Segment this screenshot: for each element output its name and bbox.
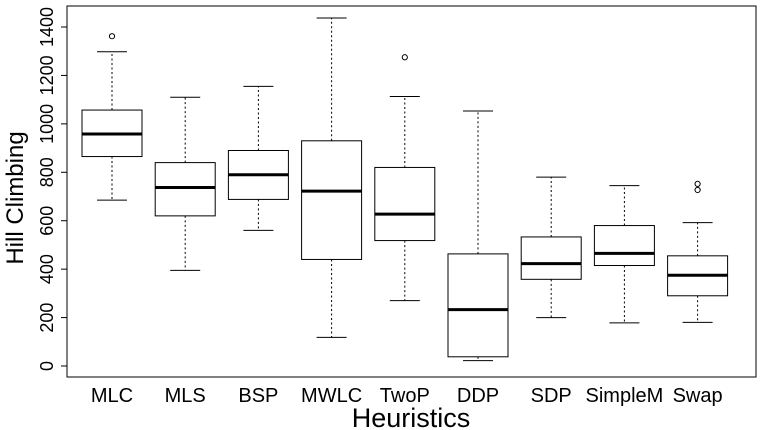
- x-category-label: DDP: [457, 385, 499, 407]
- box-mls: [154, 96, 216, 271]
- x-category-label: BSP: [238, 385, 278, 407]
- y-tick-label: 1200: [37, 55, 57, 95]
- interquartile-box: [301, 140, 363, 260]
- interquartile-box: [374, 166, 436, 242]
- box-simplem: [593, 185, 655, 324]
- y-tick-label: 600: [37, 206, 57, 236]
- y-tick-label: 200: [37, 303, 57, 333]
- y-axis: 0 200 400 600 800 1000 1200 1400: [37, 7, 67, 371]
- box-mwlc: [301, 17, 363, 338]
- x-axis-labels: MLC MLS BSP MWLC TwoP DDP SDP SimpleM Swap: [91, 385, 723, 407]
- box-ddp: [447, 110, 509, 362]
- interquartile-box: [520, 236, 582, 280]
- y-axis-title: Hill Climbing: [2, 131, 29, 264]
- y-tick-label: 0: [37, 361, 57, 371]
- box-twop: [374, 54, 436, 302]
- boxes: [81, 17, 729, 362]
- x-category-label: MLC: [91, 385, 133, 407]
- x-category-label: SDP: [531, 385, 572, 407]
- box-bsp: [227, 85, 289, 231]
- plot-frame: [66, 5, 757, 378]
- outlier-point: [694, 186, 701, 194]
- outlier-point: [694, 180, 701, 188]
- box-sdp: [520, 176, 582, 319]
- interquartile-box: [447, 253, 509, 358]
- x-category-label: TwoP: [380, 385, 430, 407]
- box-swap: [667, 180, 729, 323]
- interquartile-box: [593, 225, 655, 267]
- x-category-label: MWLC: [301, 385, 362, 407]
- x-category-label: Swap: [673, 385, 723, 407]
- outlier-point: [401, 54, 408, 61]
- interquartile-box: [154, 162, 216, 217]
- box-mlc: [81, 33, 143, 201]
- y-tick-label: 800: [37, 157, 57, 187]
- x-category-label: MLS: [165, 385, 206, 407]
- outlier-point: [108, 33, 116, 40]
- y-tick-label: 400: [37, 254, 57, 284]
- x-category-label: SimpleM: [586, 385, 664, 407]
- y-tick-label: 1400: [37, 7, 57, 47]
- y-tick-label: 1000: [37, 104, 57, 144]
- x-axis-title: Heuristics: [352, 403, 471, 430]
